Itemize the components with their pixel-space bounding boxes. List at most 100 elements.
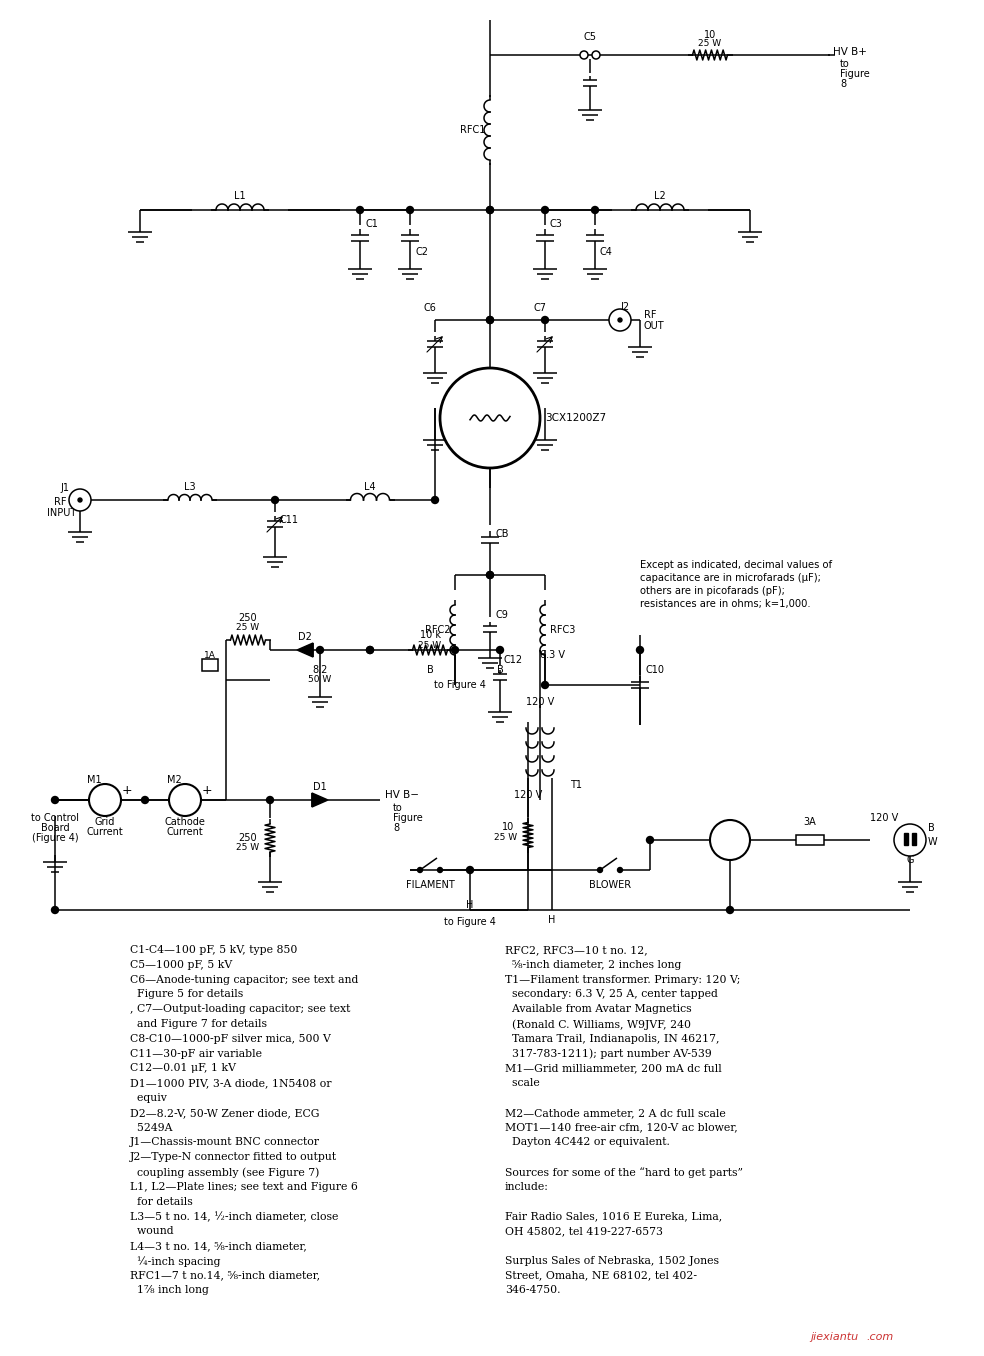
Circle shape xyxy=(486,571,494,579)
Text: Board: Board xyxy=(40,823,69,833)
Text: ¼-inch spacing: ¼-inch spacing xyxy=(130,1256,220,1267)
Text: jiexiantu: jiexiantu xyxy=(810,1332,858,1342)
Text: RFC3: RFC3 xyxy=(550,625,576,635)
Text: L3: L3 xyxy=(184,481,196,492)
Text: to: to xyxy=(840,60,850,69)
Text: ⅝-inch diameter, 2 inches long: ⅝-inch diameter, 2 inches long xyxy=(505,960,681,970)
Circle shape xyxy=(618,868,623,872)
Circle shape xyxy=(710,820,750,860)
Circle shape xyxy=(894,824,926,856)
Text: C11: C11 xyxy=(280,515,299,525)
Text: Available from Avatar Magnetics: Available from Avatar Magnetics xyxy=(505,1005,692,1014)
Text: 250: 250 xyxy=(239,613,257,622)
Text: 120 V: 120 V xyxy=(514,791,542,800)
Text: 5249A: 5249A xyxy=(130,1123,172,1132)
Text: 8: 8 xyxy=(393,823,400,833)
Text: 8.2: 8.2 xyxy=(312,664,328,675)
Text: Surplus Sales of Nebraska, 1502 Jones: Surplus Sales of Nebraska, 1502 Jones xyxy=(505,1256,719,1265)
Circle shape xyxy=(366,647,374,654)
Text: Except as indicated, decimal values of: Except as indicated, decimal values of xyxy=(640,560,832,570)
Text: J2: J2 xyxy=(621,302,630,312)
Text: C6—Anode-tuning capacitor; see text and: C6—Anode-tuning capacitor; see text and xyxy=(130,975,358,984)
Text: J2—Type-N connector fitted to output: J2—Type-N connector fitted to output xyxy=(130,1153,338,1162)
Text: L1, L2—Plate lines; see text and Figure 6: L1, L2—Plate lines; see text and Figure … xyxy=(130,1182,358,1192)
Text: RFC1—7 t no.14, ⅝-inch diameter,: RFC1—7 t no.14, ⅝-inch diameter, xyxy=(130,1271,320,1280)
Text: .com: .com xyxy=(866,1332,893,1342)
Text: M1—Grid milliammeter, 200 mA dc full: M1—Grid milliammeter, 200 mA dc full xyxy=(505,1063,721,1074)
Text: A: A xyxy=(181,795,189,805)
Circle shape xyxy=(486,571,494,579)
Circle shape xyxy=(609,309,631,331)
Circle shape xyxy=(317,647,324,654)
Text: wound: wound xyxy=(130,1226,173,1237)
Text: RFC2: RFC2 xyxy=(424,625,450,635)
Text: C5: C5 xyxy=(584,33,596,42)
Circle shape xyxy=(78,498,82,502)
Text: others are in picofarads (pF);: others are in picofarads (pF); xyxy=(640,586,785,597)
Text: M1: M1 xyxy=(87,776,101,785)
Text: mA: mA xyxy=(95,795,114,805)
Circle shape xyxy=(452,647,459,654)
Circle shape xyxy=(89,784,121,816)
Text: 6.3 V: 6.3 V xyxy=(540,650,565,660)
Text: J1: J1 xyxy=(60,483,69,494)
Circle shape xyxy=(497,647,504,654)
Circle shape xyxy=(591,206,598,213)
Text: Grid: Grid xyxy=(94,818,115,827)
Text: C11—30-pF air variable: C11—30-pF air variable xyxy=(130,1048,262,1059)
Bar xyxy=(202,659,218,671)
Text: RF: RF xyxy=(54,498,67,507)
Text: , C7—Output-loading capacitor; see text: , C7—Output-loading capacitor; see text xyxy=(130,1005,350,1014)
Circle shape xyxy=(726,907,733,914)
Text: BLOWER: BLOWER xyxy=(589,880,631,890)
Circle shape xyxy=(592,52,600,60)
Text: H: H xyxy=(466,900,473,910)
Text: C12: C12 xyxy=(504,655,523,664)
Circle shape xyxy=(432,496,439,503)
Text: W: W xyxy=(928,837,938,848)
Text: HV B−: HV B− xyxy=(385,791,419,800)
Circle shape xyxy=(417,868,422,872)
Text: 120 V: 120 V xyxy=(525,697,554,706)
Text: (Ronald C. Williams, W9JVF, 240: (Ronald C. Williams, W9JVF, 240 xyxy=(505,1018,691,1029)
Text: C10: C10 xyxy=(645,664,664,675)
Text: include:: include: xyxy=(505,1182,549,1192)
Text: 250: 250 xyxy=(239,833,257,843)
Circle shape xyxy=(51,796,58,804)
Text: 25 W: 25 W xyxy=(236,843,260,853)
Text: 317-783-1211); part number AV-539: 317-783-1211); part number AV-539 xyxy=(505,1048,711,1059)
Text: 25 W: 25 W xyxy=(236,624,260,632)
Text: Fair Radio Sales, 1016 E Eureka, Lima,: Fair Radio Sales, 1016 E Eureka, Lima, xyxy=(505,1211,722,1222)
Text: secondary: 6.3 V, 25 A, center tapped: secondary: 6.3 V, 25 A, center tapped xyxy=(505,990,718,999)
Text: Dayton 4C442 or equivalent.: Dayton 4C442 or equivalent. xyxy=(505,1138,670,1147)
Text: L4: L4 xyxy=(364,481,376,492)
Text: L2: L2 xyxy=(654,191,666,201)
Text: G: G xyxy=(906,856,914,865)
Text: Cathode: Cathode xyxy=(164,818,206,827)
Text: D2: D2 xyxy=(298,632,312,641)
Text: 1A: 1A xyxy=(204,651,215,659)
Bar xyxy=(796,835,824,845)
Text: 8: 8 xyxy=(840,79,846,89)
Text: 3CX1200Z7: 3CX1200Z7 xyxy=(545,414,606,423)
Text: D1: D1 xyxy=(313,782,327,792)
Text: B: B xyxy=(497,664,504,675)
Bar xyxy=(904,833,908,845)
Circle shape xyxy=(486,206,494,213)
Text: C5—1000 pF, 5 kV: C5—1000 pF, 5 kV xyxy=(130,960,232,970)
Circle shape xyxy=(486,316,494,324)
Text: M2—Cathode ammeter, 2 A dc full scale: M2—Cathode ammeter, 2 A dc full scale xyxy=(505,1108,726,1117)
Text: 25 W: 25 W xyxy=(418,640,442,650)
Text: C8-C10—1000-pF silver mica, 500 V: C8-C10—1000-pF silver mica, 500 V xyxy=(130,1033,331,1044)
Text: B: B xyxy=(928,823,935,833)
Text: T1—Filament transformer. Primary: 120 V;: T1—Filament transformer. Primary: 120 V; xyxy=(505,975,740,984)
Text: C1: C1 xyxy=(365,220,378,229)
Text: 346-4750.: 346-4750. xyxy=(505,1285,561,1295)
Text: 10 k: 10 k xyxy=(419,631,441,640)
Circle shape xyxy=(142,796,149,804)
Text: L1: L1 xyxy=(234,191,246,201)
Text: Figure: Figure xyxy=(840,69,870,79)
Circle shape xyxy=(366,647,374,654)
Text: 3A: 3A xyxy=(804,818,817,827)
Text: Street, Omaha, NE 68102, tel 402-: Street, Omaha, NE 68102, tel 402- xyxy=(505,1271,697,1280)
